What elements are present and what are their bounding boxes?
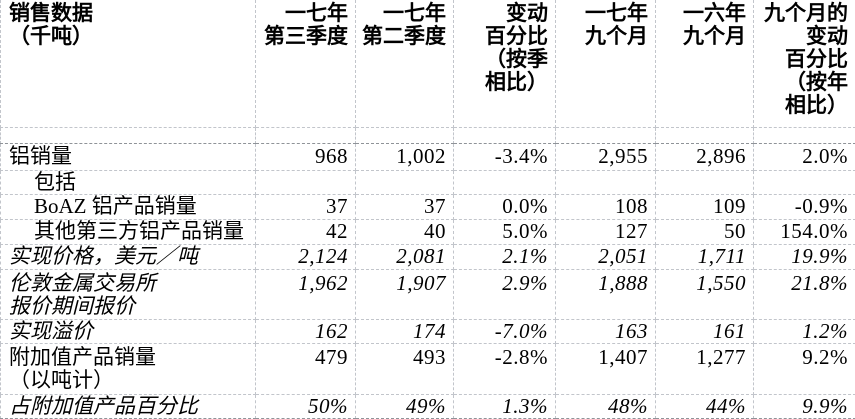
cell-value xyxy=(255,169,356,195)
cell-value: 2,896 xyxy=(655,142,754,171)
cell-value: 37 xyxy=(355,193,454,220)
row-label: 包括 xyxy=(0,169,256,195)
header-9m-2017: 一七年 九个月 xyxy=(555,0,656,128)
row-label: 伦敦金属交易所 报价期间报价 xyxy=(0,268,256,320)
cell-value: 2,051 xyxy=(555,243,656,270)
table-row: 伦敦金属交易所 报价期间报价 1,962 1,907 2.9% 1,888 1,550 21… xyxy=(0,268,855,320)
cell-value: 162 xyxy=(255,318,356,344)
cell-value: 1,888 xyxy=(555,268,656,320)
row-label: 铝销量 xyxy=(0,142,256,171)
cell-value: 42 xyxy=(255,218,356,245)
cell-value: 479 xyxy=(255,342,356,395)
cell-value: 19.9% xyxy=(753,243,855,270)
cell-value: 154.0% xyxy=(753,218,855,245)
table-header: 销售数据 （千吨） 一七年 第三季度 一七年 第二季度 变动 百分比 （按季 相… xyxy=(0,0,855,128)
cell-value xyxy=(555,169,656,195)
spacer-cell xyxy=(355,126,454,144)
header-row: 销售数据 （千吨） 一七年 第三季度 一七年 第二季度 变动 百分比 （按季 相… xyxy=(0,0,855,128)
table-row: 占附加值产品百分比 50% 49% 1.3% 48% 44% 9.9% xyxy=(0,393,855,419)
cell-value: 1,002 xyxy=(355,142,454,171)
spacer-cell xyxy=(753,126,855,144)
cell-value: -0.9% xyxy=(753,193,855,220)
table-body: 铝销量 968 1,002 -3.4% 2,955 2,896 2.0% 包括 BoAZ 铝产品… xyxy=(0,126,855,419)
cell-value: 1,962 xyxy=(255,268,356,320)
cell-value: -3.4% xyxy=(453,142,556,171)
cell-value: -2.8% xyxy=(453,342,556,395)
cell-value: 1,907 xyxy=(355,268,454,320)
cell-value: 163 xyxy=(555,318,656,344)
table-row: 铝销量 968 1,002 -3.4% 2,955 2,896 2.0% xyxy=(0,142,855,171)
cell-value: 968 xyxy=(255,142,356,171)
header-qoq-change: 变动 百分比 （按季 相比） xyxy=(453,0,556,128)
table-row: 其他第三方铝产品销量 42 40 5.0% 127 50 154.0% xyxy=(0,218,855,245)
cell-value: 1.3% xyxy=(453,393,556,419)
cell-value xyxy=(655,169,754,195)
table-row: BoAZ 铝产品销量 37 37 0.0% 108 109 -0.9% xyxy=(0,193,855,220)
cell-value: 1,711 xyxy=(655,243,754,270)
header-yoy-change: 九个月的 变动 百分比 （按年 相比） xyxy=(753,0,855,128)
row-label: 占附加值产品百分比 xyxy=(0,393,256,419)
cell-value: 1,550 xyxy=(655,268,754,320)
spacer-cell xyxy=(0,126,256,144)
table-row: 实现溢价 162 174 -7.0% 163 161 1.2% xyxy=(0,318,855,344)
cell-value: 493 xyxy=(355,342,454,395)
cell-value: 2,955 xyxy=(555,142,656,171)
header-sales-data: 销售数据 （千吨） xyxy=(0,0,256,128)
cell-value: 1,277 xyxy=(655,342,754,395)
row-label: 其他第三方铝产品销量 xyxy=(0,218,256,245)
cell-value: 161 xyxy=(655,318,754,344)
table-row: 包括 xyxy=(0,169,855,195)
table-row: 实现价格，美元／吨 2,124 2,081 2.1% 2,051 1,711 19.9% xyxy=(0,243,855,270)
cell-value: 37 xyxy=(255,193,356,220)
header-q3-2017: 一七年 第三季度 xyxy=(255,0,356,128)
cell-value: 40 xyxy=(355,218,454,245)
cell-value: 2,124 xyxy=(255,243,356,270)
cell-value xyxy=(753,169,855,195)
row-label: 实现溢价 xyxy=(0,318,256,344)
cell-value: 44% xyxy=(655,393,754,419)
row-label: BoAZ 铝产品销量 xyxy=(0,193,256,220)
cell-value: 127 xyxy=(555,218,656,245)
spacer-cell xyxy=(453,126,556,144)
cell-value xyxy=(355,169,454,195)
cell-value: 9.2% xyxy=(753,342,855,395)
cell-value: 2,081 xyxy=(355,243,454,270)
spacer-row xyxy=(0,126,855,144)
cell-value xyxy=(453,169,556,195)
table-row: 附加值产品销量 （以吨计） 479 493 -2.8% 1,407 1,277 9.2% xyxy=(0,342,855,395)
cell-value: 2.1% xyxy=(453,243,556,270)
row-label: 实现价格，美元／吨 xyxy=(0,243,256,270)
cell-value: 49% xyxy=(355,393,454,419)
cell-value: 1.2% xyxy=(753,318,855,344)
cell-value: 109 xyxy=(655,193,754,220)
cell-value: 50 xyxy=(655,218,754,245)
row-label: 附加值产品销量 （以吨计） xyxy=(0,342,256,395)
cell-value: 0.0% xyxy=(453,193,556,220)
cell-value: 174 xyxy=(355,318,454,344)
cell-value: 2.9% xyxy=(453,268,556,320)
spacer-cell xyxy=(255,126,356,144)
cell-value: 21.8% xyxy=(753,268,855,320)
cell-value: 48% xyxy=(555,393,656,419)
cell-value: -7.0% xyxy=(453,318,556,344)
cell-value: 1,407 xyxy=(555,342,656,395)
header-q2-2017: 一七年 第二季度 xyxy=(355,0,454,128)
spacer-cell xyxy=(555,126,656,144)
cell-value: 5.0% xyxy=(453,218,556,245)
header-9m-2016: 一六年 九个月 xyxy=(655,0,754,128)
spacer-cell xyxy=(655,126,754,144)
cell-value: 50% xyxy=(255,393,356,419)
cell-value: 9.9% xyxy=(753,393,855,419)
cell-value: 2.0% xyxy=(753,142,855,171)
cell-value: 108 xyxy=(555,193,656,220)
